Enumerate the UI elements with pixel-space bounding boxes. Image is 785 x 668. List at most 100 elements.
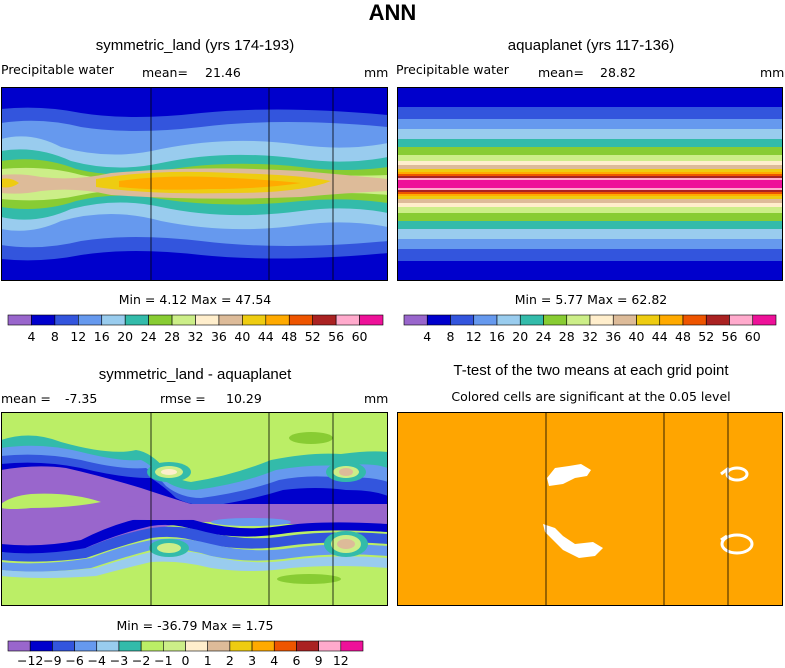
colorbar-swatch (296, 640, 319, 652)
colorbar-tick-label: 48 (281, 329, 298, 344)
panel3-mean-label: mean = (1, 391, 51, 406)
colorbar-tick-label: 44 (257, 329, 274, 344)
colorbar-tick-label: 8 (446, 329, 455, 344)
colorbar-swatch (148, 314, 173, 326)
panel1-map (1, 87, 388, 281)
panel1-colorbar (7, 314, 384, 326)
colorbar-swatch (101, 314, 126, 326)
colorbar-swatch (705, 314, 730, 326)
colorbar-swatch (251, 640, 275, 652)
colorbar-tick-label: 44 (651, 329, 668, 344)
field-band (157, 543, 181, 553)
colorbar-swatch (52, 640, 75, 652)
colorbar-swatch (636, 314, 661, 326)
colorbar-tick-label: 56 (328, 329, 345, 344)
panel3-title: symmetric_land - aquaplanet (98, 366, 292, 383)
colorbar-swatch (519, 314, 544, 326)
map-frame (397, 412, 783, 606)
colorbar-swatch (312, 314, 337, 326)
colorbar-tick-label: 12 (70, 329, 87, 344)
panel3-map (1, 412, 388, 606)
field-band (289, 432, 333, 444)
colorbar-tick-label: 16 (489, 329, 505, 344)
colorbar-swatch (566, 314, 591, 326)
colorbar-tick-label: 4 (27, 329, 36, 344)
colorbar-swatch (335, 314, 360, 326)
panel1-minmax: Min = 4.12 Max = 47.54 (118, 292, 272, 307)
field-band (1, 178, 19, 188)
colorbar-swatch (612, 314, 637, 326)
colorbar-swatch (403, 314, 428, 326)
colorbar-swatch (242, 314, 267, 326)
colorbar-swatch (426, 314, 451, 326)
nonsignificant-region (720, 534, 728, 542)
map-frame (1, 412, 388, 606)
panel4-title: T-test of the two means at each grid poi… (453, 362, 729, 379)
panel3-colorbar (7, 640, 364, 652)
colorbar-swatch (74, 640, 98, 652)
significant-region (397, 412, 783, 606)
colorbar-swatch (118, 640, 142, 652)
panel1-title: symmetric_land (yrs 174-193) (95, 37, 295, 54)
colorbar-tick-label: 48 (675, 329, 691, 344)
panel1-units: mm (364, 65, 389, 80)
colorbar-swatch (682, 314, 707, 326)
panel3-rmse-label: rmse = (160, 391, 206, 406)
panel3-units: mm (364, 391, 389, 406)
colorbar-swatch (31, 314, 56, 326)
colorbar-swatch (659, 314, 684, 326)
panel3-rmse-value: 10.29 (226, 391, 262, 406)
colorbar-swatch (185, 640, 208, 652)
colorbar-swatch (54, 314, 79, 326)
panel3-minmax: Min = -36.79 Max = 1.75 (116, 618, 274, 633)
colorbar-tick-label: 9 (314, 653, 323, 668)
colorbar-tick-label: 12 (465, 329, 482, 344)
colorbar-swatch (729, 314, 754, 326)
colorbar-swatch (29, 640, 53, 652)
field-band (277, 574, 341, 584)
colorbar-tick-label: 60 (744, 329, 761, 344)
colorbar-tick-label: 12 (332, 653, 349, 668)
colorbar-tick-label: 32 (187, 329, 204, 344)
colorbar-swatch (450, 314, 475, 326)
colorbar-tick-label: 40 (628, 329, 645, 344)
colorbar-swatch (163, 640, 186, 652)
colorbar-swatch (229, 640, 253, 652)
colorbar-tick-label: 20 (117, 329, 134, 344)
panel2-colorbar (403, 314, 777, 326)
colorbar-swatch (140, 640, 164, 652)
colorbar-swatch (318, 640, 342, 652)
colorbar-swatch (218, 314, 243, 326)
colorbar-tick-label: 4 (270, 653, 279, 668)
panel1-mean-label: mean= (142, 65, 188, 80)
colorbar-swatch (340, 640, 364, 652)
page-title: ANN (368, 0, 417, 25)
colorbar-swatch (195, 314, 220, 326)
colorbar-tick-label: 3 (248, 653, 257, 668)
colorbar-swatch (265, 314, 290, 326)
colorbar-tick-label: 1 (203, 653, 212, 668)
colorbar-tick-label: 16 (93, 329, 110, 344)
colorbar-tick-label: 8 (50, 329, 59, 344)
colorbar-swatch (171, 314, 196, 326)
nonsignificant-region (547, 464, 591, 486)
colorbar-tick-label: 24 (535, 329, 552, 344)
map-frame (1, 87, 388, 281)
colorbar-tick-label: 28 (558, 329, 575, 344)
panel4-subtitle: Colored cells are significant at the 0.0… (451, 389, 731, 404)
colorbar-swatch (207, 640, 231, 652)
colorbar-swatch (752, 314, 777, 326)
colorbar-swatch (273, 640, 297, 652)
field-band (1, 506, 388, 520)
field-band (397, 180, 783, 188)
panel2-variable: Precipitable water (396, 62, 509, 77)
panel2-units: mm (760, 65, 785, 80)
colorbar-swatch (288, 314, 313, 326)
field-band (119, 176, 301, 190)
field-band (211, 518, 291, 526)
panel1-variable: Precipitable water (1, 62, 114, 77)
colorbar-tick-label: 20 (512, 329, 529, 344)
colorbar-swatch (7, 314, 32, 326)
map-frame (397, 87, 783, 281)
colorbar-swatch (543, 314, 568, 326)
